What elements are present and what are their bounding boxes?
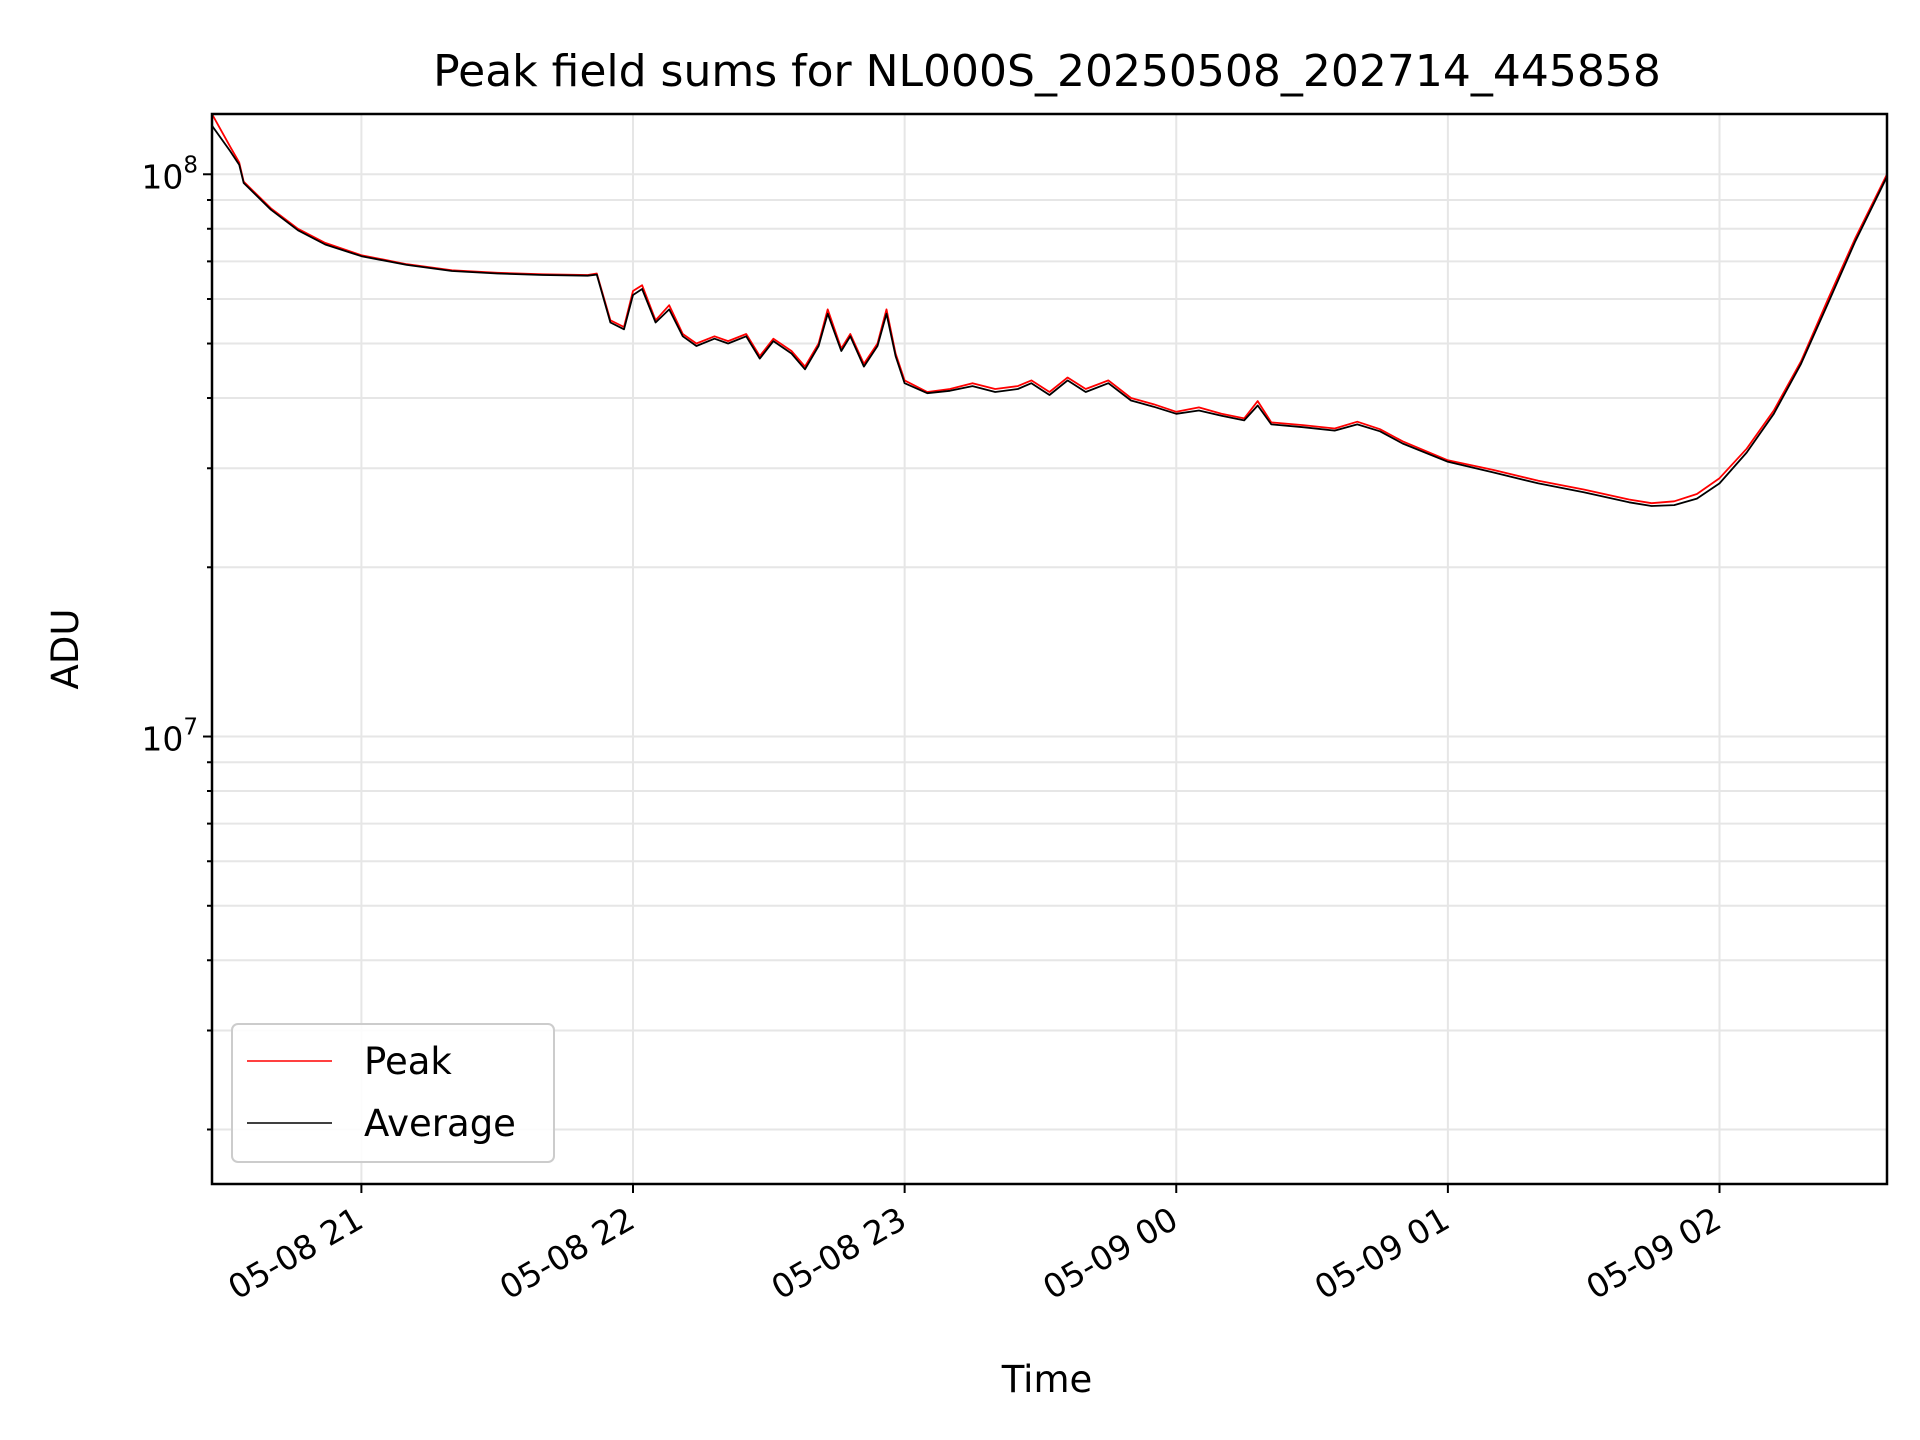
- legend: Peak Average: [231, 1023, 555, 1163]
- legend-label-average: Average: [364, 1102, 516, 1145]
- legend-label-peak: Peak: [364, 1040, 452, 1083]
- y-axis: 107 108: [141, 152, 212, 1131]
- plot-area: [211, 113, 1888, 507]
- chart-title: Peak field sums for NL000S_20250508_2027…: [433, 46, 1661, 97]
- series-line-average: [211, 125, 1888, 507]
- x-axis-label: Time: [1001, 1358, 1093, 1401]
- y-tick-label: 107: [141, 715, 198, 759]
- y-axis-label: ADU: [44, 609, 87, 690]
- legend-box: [231, 1023, 555, 1163]
- plot-frame: [210, 112, 1889, 1186]
- grid-lines: [212, 114, 1887, 1184]
- y-tick-label: 108: [141, 152, 198, 196]
